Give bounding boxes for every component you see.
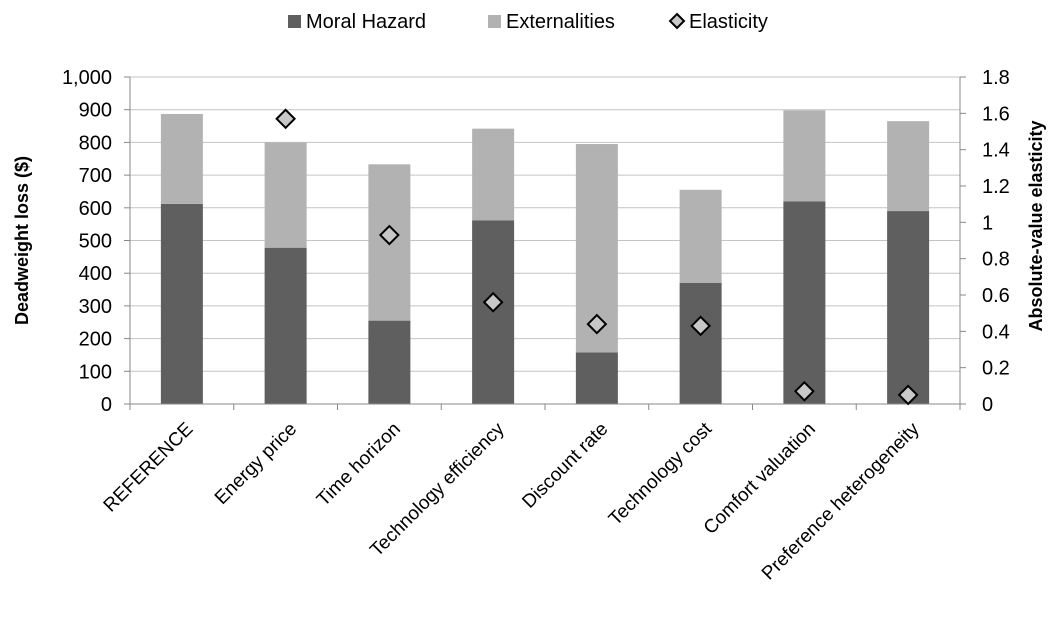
y-tick-label: 300	[79, 296, 112, 318]
elasticity-marker	[378, 224, 400, 246]
legend: Moral Hazard Externalities Elasticity	[288, 11, 768, 33]
y-tick-label: 200	[79, 329, 112, 351]
x-tick-label: Comfort valuation	[700, 419, 820, 539]
bar-externalities	[783, 110, 826, 202]
axes	[124, 76, 966, 410]
y2-tick-label: 1.6	[982, 103, 1010, 125]
legend-label-externalities: Externalities	[506, 11, 615, 33]
y-tick-label: 0	[101, 394, 112, 416]
bar-externalities	[679, 189, 722, 284]
y2-tick-label: 1.8	[982, 67, 1010, 89]
y-tick-label: 400	[79, 263, 112, 285]
legend-swatch-externalities	[488, 15, 501, 28]
bar-moral-hazard	[783, 201, 826, 404]
elasticity-marker	[275, 108, 297, 130]
bar-externalities	[160, 113, 203, 204]
y-tick-label: 800	[79, 132, 112, 154]
y-axis-title: Deadweight loss ($)	[12, 156, 32, 325]
y2-tick-label: 0.4	[982, 321, 1010, 343]
gridlines	[130, 76, 960, 372]
elasticity-marker	[690, 315, 712, 337]
bar-moral-hazard	[368, 320, 411, 404]
bar-externalities	[264, 142, 307, 248]
legend-marker-elasticity	[668, 12, 686, 30]
y-tick-label: 1,000	[62, 67, 112, 89]
elasticity-marker	[793, 380, 815, 402]
y-tick-label: 600	[79, 198, 112, 220]
elasticity-marker	[897, 384, 919, 406]
bars	[160, 110, 930, 404]
y-tick-label: 700	[79, 165, 112, 187]
y-tick-label: 500	[79, 231, 112, 253]
y2-tick-label: 0.2	[982, 358, 1010, 380]
bar-moral-hazard	[887, 211, 930, 404]
legend-label-moral-hazard: Moral Hazard	[306, 11, 426, 33]
y-tick-label: 900	[79, 100, 112, 122]
bar-externalities	[887, 121, 930, 212]
y2-tick-label: 1.2	[982, 176, 1010, 198]
y2-tick-label: 1.4	[982, 140, 1010, 162]
elasticity-marker	[482, 291, 504, 313]
bar-moral-hazard	[575, 352, 618, 404]
bar-externalities	[472, 128, 515, 221]
legend-swatch-moral-hazard	[288, 15, 301, 28]
bar-moral-hazard	[679, 283, 722, 404]
elasticity-marker	[586, 313, 608, 335]
bar-moral-hazard	[160, 203, 203, 404]
x-tick-label: Time horizon	[313, 419, 405, 511]
x-tick-label: Discount rate	[518, 419, 612, 513]
legend-label-elasticity: Elasticity	[689, 11, 768, 33]
elasticity-markers	[275, 108, 919, 406]
y2-tick-label: 0	[982, 394, 993, 416]
x-tick-label: REFERENCE	[100, 419, 198, 517]
y2-axis-title: Absolute-value elasticity	[1026, 120, 1046, 331]
y2-tick-label: 0.6	[982, 285, 1010, 307]
y-tick-label: 100	[79, 361, 112, 383]
y2-tick-label: 1	[982, 212, 993, 234]
x-tick-label: Technology cost	[605, 418, 717, 530]
y2-tick-label: 0.8	[982, 249, 1010, 271]
bar-moral-hazard	[264, 247, 307, 404]
x-tick-label: Energy price	[211, 419, 301, 509]
